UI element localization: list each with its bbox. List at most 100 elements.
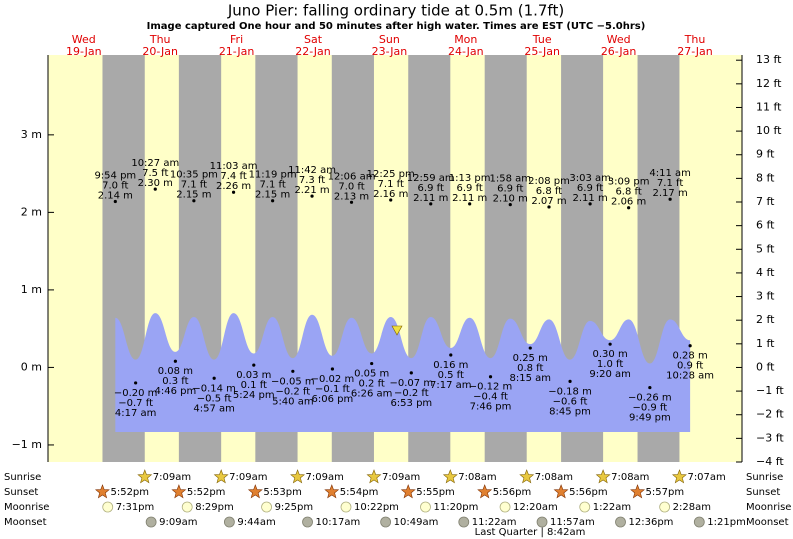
high-tide-dot	[349, 200, 354, 204]
y-tick-label: 0 m	[21, 360, 42, 373]
low-tide-dot	[648, 385, 652, 390]
tide-label: 2.11 m	[413, 193, 448, 204]
tide-label: 2.11 m	[452, 193, 487, 204]
tide-label: 7.5 ft	[142, 168, 168, 179]
low-tide-dot	[528, 346, 532, 350]
low-tide-dot	[449, 353, 453, 357]
moonset-icon	[145, 516, 157, 528]
tide-label: 0.03 m	[236, 370, 271, 381]
event-time: 7:31pm	[116, 502, 155, 513]
day-name: Wed	[72, 33, 96, 46]
moonrise-icon	[579, 501, 591, 513]
sunrise-icon	[213, 469, 229, 484]
tide-label: 3:09 pm	[608, 177, 650, 188]
tide-label: −0.9 ft	[632, 403, 667, 414]
moonrise-icon	[102, 501, 114, 513]
low-tide-dot	[212, 376, 216, 380]
low-tide-dot	[134, 381, 138, 385]
day-date: 25-Jan	[524, 45, 560, 58]
tide-label: 11:42 am	[288, 165, 336, 176]
tide-label: −0.18 m	[548, 386, 592, 397]
row-label-right: Sunset	[746, 487, 780, 498]
y-tick-label: 3 m	[21, 128, 42, 141]
y2-tick-label: 1 ft	[756, 337, 775, 350]
high-tide-dot	[153, 187, 157, 191]
event-time: 10:17am	[316, 517, 361, 528]
tide-label: 2.15 m	[255, 190, 290, 201]
high-tide-dot	[547, 205, 551, 209]
sunset-icon	[400, 484, 416, 499]
row-label: Sunrise	[4, 472, 41, 483]
event-time: 7:09am	[306, 472, 344, 483]
tide-label: 10:35 pm	[170, 170, 218, 181]
tide-label: 6.8 ft	[615, 187, 641, 198]
tide-label: 2.17 m	[653, 188, 688, 199]
tide-label: 5:24 pm	[233, 390, 275, 401]
day-date: 19-Jan	[66, 45, 102, 58]
event-time: 11:22am	[472, 517, 517, 528]
tide-label: 0.2 ft	[358, 379, 384, 390]
tide-label: 2.15 m	[176, 190, 211, 201]
event-time: 7:07am	[687, 472, 725, 483]
tide-label: 0.1 ft	[241, 380, 267, 391]
high-tide-dot	[192, 199, 196, 203]
row-label: Moonset	[4, 517, 47, 528]
event-time: 9:44am	[237, 517, 275, 528]
event-time: 12:20am	[513, 502, 558, 513]
tide-label: 3:03 am	[569, 173, 611, 184]
tide-label: 6:06 pm	[312, 394, 354, 405]
tide-label: −0.02 m	[311, 374, 355, 385]
sunrise-icon	[137, 469, 153, 484]
tide-label: 0.25 m	[513, 353, 548, 364]
event-time: 8:29pm	[195, 502, 234, 513]
day-name: Sat	[304, 33, 323, 46]
event-time: 7:08am	[535, 472, 573, 483]
sunset-icon	[630, 484, 646, 499]
day-name: Mon	[454, 33, 477, 46]
current-tide-marker	[391, 325, 403, 336]
tide-label: −0.5 ft	[197, 393, 232, 404]
day-name: Fri	[230, 33, 243, 46]
y2-tick-label: 8 ft	[756, 171, 775, 184]
day-name: Thu	[684, 33, 706, 46]
tide-label: −0.1 ft	[315, 384, 350, 395]
tide-label: 7.1 ft	[181, 180, 207, 191]
y2-tick-label: 6 ft	[756, 219, 775, 232]
tide-label: 6.9 ft	[456, 183, 482, 194]
day-date: 26-Jan	[601, 45, 637, 58]
row-label: Moonrise	[4, 502, 49, 513]
event-time: 10:49am	[394, 517, 439, 528]
moonset-icon	[380, 516, 392, 528]
moonrise-icon	[499, 501, 511, 513]
tide-label: −0.7 ft	[118, 398, 153, 409]
y2-tick-label: −2 ft	[756, 408, 784, 421]
high-tide-dot	[231, 190, 236, 194]
sunrise-icon	[290, 469, 306, 484]
tide-label: 0.08 m	[158, 366, 193, 377]
tide-label: 6.9 ft	[418, 183, 444, 194]
event-time: 9:09am	[159, 517, 197, 528]
y2-tick-label: 10 ft	[756, 124, 782, 137]
tide-label: 7.1 ft	[259, 180, 285, 191]
sunset-icon	[553, 484, 569, 499]
row-label-right: Moonset	[746, 517, 789, 528]
tide-label: 12:59 am	[407, 173, 455, 184]
tide-label: 4:17 am	[115, 408, 157, 419]
day-date: 20-Jan	[142, 45, 178, 58]
high-tide-dot	[271, 199, 275, 203]
event-time: 5:56pm	[493, 487, 532, 498]
day-date: 27-Jan	[677, 45, 713, 58]
low-tide-dot	[173, 359, 177, 363]
tide-label: 12:06 am	[328, 171, 376, 182]
moonset-icon	[458, 516, 470, 528]
tide-label: 2:08 pm	[528, 176, 570, 187]
tide-label: −0.2 ft	[275, 386, 310, 397]
y2-tick-label: −4 ft	[756, 455, 784, 468]
event-time: 1:21pm	[707, 517, 746, 528]
y-tick-label: −1 m	[12, 438, 42, 451]
tide-label: 7.0 ft	[102, 181, 128, 192]
day-date: 23-Jan	[372, 45, 408, 58]
tide-label: −0.4 ft	[473, 392, 508, 403]
event-time: 5:57pm	[646, 487, 685, 498]
